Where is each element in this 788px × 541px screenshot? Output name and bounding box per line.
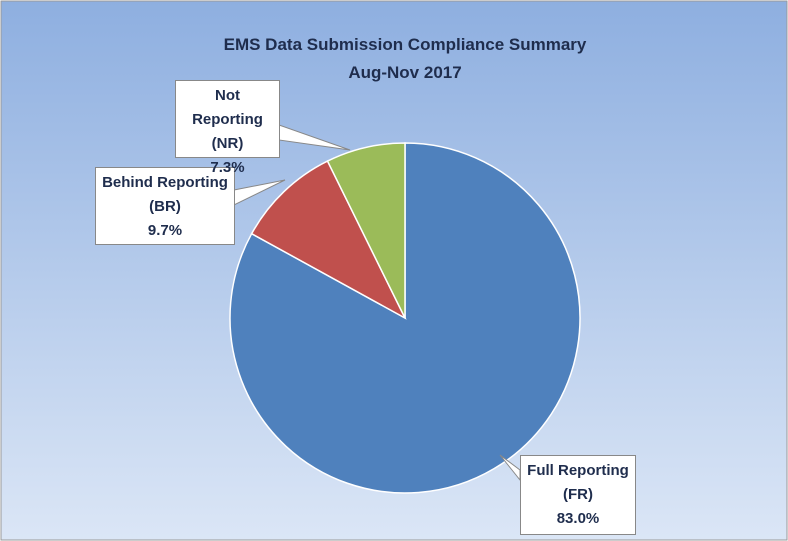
category-label: Behind Reporting (BR)	[102, 174, 228, 215]
pie	[229, 142, 581, 494]
value-label: 9.7%	[147, 222, 183, 239]
data-label: Behind Reporting (BR) 9.7%	[95, 167, 235, 245]
pie-slice	[250, 160, 407, 320]
value-label: 7.3%	[210, 159, 245, 176]
data-label: Full Reporting (FR) 83.0%	[520, 455, 636, 535]
value-label: 83.0%	[556, 510, 600, 527]
pie-slice	[326, 142, 406, 319]
data-label: Not Reporting (NR) 7.3%	[175, 80, 280, 176]
category-label: Not Reporting (NR)	[192, 87, 263, 152]
chart-title: EMS Data Submission Compliance Summary	[224, 35, 587, 54]
category-label: Full Reporting (FR)	[527, 462, 629, 503]
chart-subtitle: Aug-Nov 2017	[348, 63, 461, 82]
